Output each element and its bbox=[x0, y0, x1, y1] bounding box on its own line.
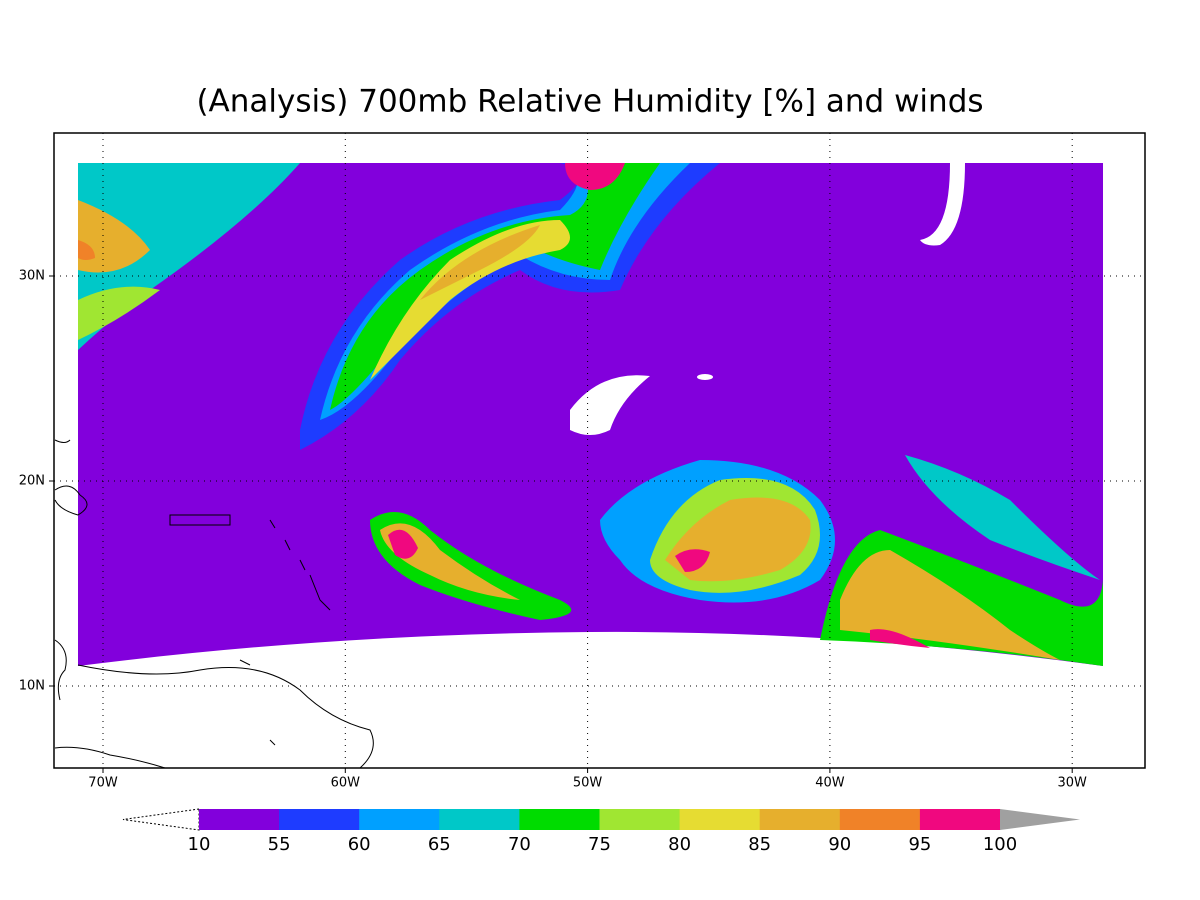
colorbar-under-arrow bbox=[122, 808, 200, 831]
colorbar: 10 55 60 65 70 75 80 85 90 95 100 bbox=[122, 808, 1080, 855]
colorbar-box bbox=[439, 809, 520, 830]
x-tick-label: 70W bbox=[88, 776, 118, 791]
colorbar-label: 10 bbox=[188, 834, 211, 855]
colorbar-label: 75 bbox=[588, 834, 611, 855]
colorbar-over-arrow bbox=[1000, 809, 1080, 830]
map-frame bbox=[53, 132, 1146, 769]
colorbar-label: 80 bbox=[668, 834, 691, 855]
colorbar-label: 90 bbox=[828, 834, 851, 855]
colorbar-box bbox=[679, 809, 761, 830]
colorbar-box bbox=[519, 809, 600, 830]
colorbar-label: 55 bbox=[268, 834, 291, 855]
coastlines bbox=[54, 439, 374, 769]
x-tick-label: 30W bbox=[1057, 776, 1087, 791]
x-tick-label: 40W bbox=[815, 776, 845, 791]
colorbar-label: 85 bbox=[748, 834, 771, 855]
y-tick-label: 10N bbox=[19, 679, 45, 694]
colorbar-label: 100 bbox=[983, 834, 1017, 855]
x-tick-label: 60W bbox=[331, 776, 361, 791]
colorbar-box bbox=[279, 809, 360, 830]
colorbar-box bbox=[759, 809, 841, 830]
colorbar-box bbox=[359, 809, 440, 830]
x-tick-label: 50W bbox=[573, 776, 603, 791]
humidity-field bbox=[78, 163, 1103, 666]
colorbar-box bbox=[919, 809, 1001, 830]
colorbar-label: 70 bbox=[508, 834, 531, 855]
y-tick-label: 20N bbox=[19, 474, 45, 489]
colorbar-label: 65 bbox=[428, 834, 451, 855]
y-tick-label: 30N bbox=[19, 269, 45, 284]
colorbar-label: 60 bbox=[348, 834, 371, 855]
colorbar-label: 95 bbox=[908, 834, 931, 855]
colorbar-box bbox=[599, 809, 681, 830]
title: (Analysis) 700mb Relative Humidity [%] a… bbox=[196, 84, 983, 120]
colorbar-box bbox=[839, 809, 921, 830]
colorbar-box bbox=[199, 809, 280, 830]
